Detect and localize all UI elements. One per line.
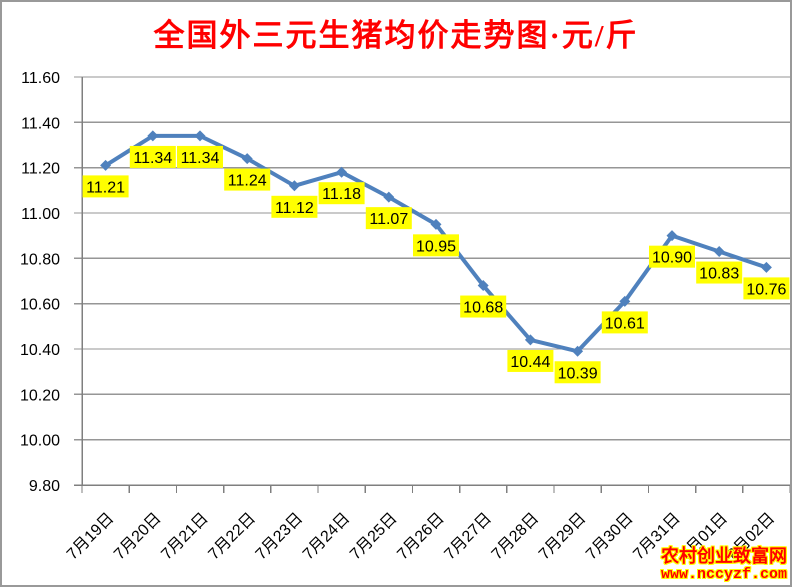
data-point-marker xyxy=(619,295,631,307)
data-label-background xyxy=(129,145,176,168)
data-label-background xyxy=(554,361,601,384)
data-label-background xyxy=(649,245,695,268)
data-label-background xyxy=(365,207,412,230)
data-label: 11.24 xyxy=(228,173,267,190)
data-point-marker xyxy=(666,230,678,242)
data-point-marker xyxy=(194,130,206,142)
data-point-marker xyxy=(288,180,300,192)
data-label-background xyxy=(271,195,318,218)
watermark-site-url: www.nccyzf.com xyxy=(660,565,787,583)
x-axis-category-label: 7月28日 xyxy=(489,510,543,564)
data-label-background xyxy=(177,145,223,168)
data-label: 11.21 xyxy=(86,179,125,196)
x-axis-category-label: 7月30日 xyxy=(583,510,637,564)
data-label: 11.12 xyxy=(275,200,314,217)
data-label-background xyxy=(224,168,271,191)
y-axis-tick-label: 11.20 xyxy=(21,161,60,178)
data-label-background xyxy=(413,234,459,257)
watermark-site-name: 农村创业致富网 xyxy=(661,545,787,566)
data-point-marker xyxy=(336,166,348,178)
x-axis-category-label: 7月29日 xyxy=(536,510,590,564)
x-axis-category-label: 7月19日 xyxy=(64,510,118,564)
data-label-background xyxy=(601,311,648,334)
data-point-marker xyxy=(430,218,442,230)
y-axis-labels: 9.80 10.00 10.20 10.40 10.60 10.80 11.00 11.20 1… xyxy=(20,70,60,495)
data-label: 11.18 xyxy=(322,186,361,203)
watermark: 农村创业致富网 www.nccyzf.com xyxy=(660,545,787,583)
y-axis-tick-label: 10.00 xyxy=(20,433,60,450)
data-point-marker xyxy=(147,130,159,142)
axes xyxy=(74,77,790,493)
x-axis-category-label: 7月23日 xyxy=(253,510,307,564)
data-point-marker xyxy=(383,191,395,203)
y-axis-tick-label: 11.60 xyxy=(21,70,60,87)
data-label: 10.61 xyxy=(605,315,645,332)
data-point-marker xyxy=(713,246,725,258)
data-point-marker xyxy=(477,280,489,292)
data-labels: 11.21 11.34 11.34 11.24 11.12 11.18 11.07 10.95… xyxy=(82,145,790,384)
data-label: 10.90 xyxy=(652,250,692,267)
y-axis-tick-label: 11.40 xyxy=(21,115,60,132)
data-label: 11.07 xyxy=(369,211,408,228)
y-axis-tick-label: 10.20 xyxy=(20,387,60,404)
data-label: 11.34 xyxy=(181,150,220,167)
data-label: 10.76 xyxy=(746,281,786,298)
x-axis-category-label: 7月22日 xyxy=(205,510,259,564)
x-axis-category-label: 7月26日 xyxy=(394,510,448,564)
y-axis-tick-label: 11.00 xyxy=(21,206,60,223)
data-label-background xyxy=(696,261,743,284)
chart-title: 全国外三元生猪均价走势图·元/斤 xyxy=(153,18,639,53)
data-label: 10.39 xyxy=(558,365,598,382)
data-label-background xyxy=(460,295,507,318)
x-axis-category-label: 7月21日 xyxy=(158,510,212,564)
data-label: 11.34 xyxy=(133,150,172,167)
data-point-marker xyxy=(524,334,536,346)
data-point-marker xyxy=(241,153,253,165)
data-point-marker xyxy=(760,261,772,273)
x-axis-category-label: 7月27日 xyxy=(441,510,495,564)
data-label: 10.95 xyxy=(416,238,456,255)
x-axis-category-label: 7月24日 xyxy=(300,510,354,564)
data-label-background xyxy=(318,182,365,205)
y-axis-tick-label: 10.80 xyxy=(20,251,60,268)
y-axis-tick-label: 9.80 xyxy=(29,478,60,495)
y-axis-tick-label: 10.40 xyxy=(20,342,60,359)
data-label-background xyxy=(507,349,554,372)
data-label: 10.44 xyxy=(510,354,550,371)
data-label-background xyxy=(743,277,790,300)
data-point-marker xyxy=(572,345,584,357)
data-point-marker xyxy=(100,159,112,171)
y-axis-tick-label: 10.60 xyxy=(20,297,60,314)
x-axis-category-label: 7月25日 xyxy=(347,510,401,564)
gridlines xyxy=(74,76,790,441)
data-label: 10.83 xyxy=(699,266,739,283)
data-label: 10.68 xyxy=(463,300,503,317)
x-axis-category-label: 7月20日 xyxy=(111,510,165,564)
data-label-background xyxy=(82,175,129,198)
